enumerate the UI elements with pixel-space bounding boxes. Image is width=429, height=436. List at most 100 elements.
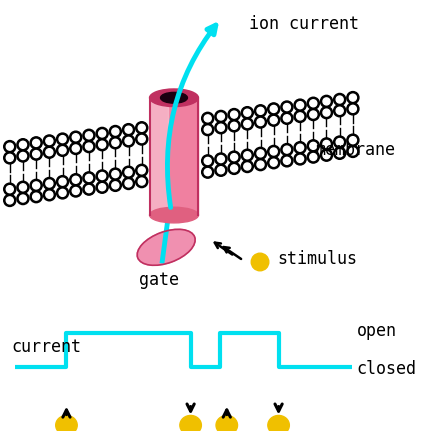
Circle shape [6,186,13,193]
Circle shape [284,115,290,122]
Circle shape [59,178,66,185]
Circle shape [6,197,13,204]
Circle shape [72,134,79,141]
Circle shape [19,141,27,148]
Circle shape [69,185,82,197]
Bar [150,98,168,215]
Circle shape [281,155,293,167]
Circle shape [307,97,319,109]
Circle shape [43,146,55,158]
Ellipse shape [150,207,199,223]
Circle shape [43,135,55,147]
Circle shape [57,176,69,188]
Circle shape [83,183,95,195]
Circle shape [254,159,266,170]
Circle shape [57,144,69,157]
Circle shape [320,138,332,150]
Circle shape [228,120,240,132]
Circle shape [254,116,266,128]
Circle shape [268,146,280,157]
Circle shape [270,159,277,166]
Circle shape [323,109,330,116]
Circle shape [69,174,82,186]
Circle shape [231,153,238,160]
Ellipse shape [56,416,77,435]
Circle shape [257,161,264,168]
Circle shape [99,173,106,180]
Circle shape [204,115,211,122]
Circle shape [72,145,79,152]
Circle shape [310,142,317,150]
Circle shape [284,157,290,164]
Circle shape [218,167,224,174]
Circle shape [310,100,317,107]
Circle shape [347,103,359,115]
Text: gate: gate [139,271,179,289]
Circle shape [109,168,121,180]
Circle shape [204,126,211,133]
Circle shape [138,167,145,174]
Circle shape [218,156,224,163]
Circle shape [281,101,293,113]
Circle shape [85,132,93,139]
Circle shape [231,111,238,118]
Circle shape [4,183,16,195]
Circle shape [112,170,119,177]
Circle shape [136,164,148,177]
Circle shape [33,193,40,200]
Circle shape [218,124,224,131]
Circle shape [19,195,27,202]
Ellipse shape [150,89,199,106]
Circle shape [336,96,343,103]
Circle shape [83,172,95,184]
Circle shape [96,170,108,182]
Circle shape [30,179,42,191]
Circle shape [123,177,135,190]
Circle shape [307,140,319,152]
Circle shape [17,139,29,151]
Circle shape [296,144,304,151]
Circle shape [257,119,264,126]
Circle shape [30,148,42,160]
Circle shape [46,149,53,156]
Circle shape [244,120,251,127]
Circle shape [231,122,238,129]
Circle shape [244,163,251,170]
Circle shape [138,124,145,131]
Circle shape [69,143,82,154]
Circle shape [99,184,106,191]
Circle shape [6,154,13,161]
Circle shape [268,103,280,115]
Circle shape [33,140,40,146]
Circle shape [96,181,108,193]
Circle shape [320,149,332,161]
Circle shape [268,157,280,169]
Circle shape [270,117,277,124]
Circle shape [202,155,214,167]
Circle shape [85,186,93,193]
Text: open: open [357,322,397,341]
Circle shape [336,139,343,146]
Circle shape [349,94,356,101]
Circle shape [296,113,304,120]
Circle shape [59,147,66,154]
Circle shape [46,191,53,198]
Circle shape [204,169,211,176]
Ellipse shape [137,229,195,266]
Circle shape [284,146,290,153]
Text: current: current [12,338,82,356]
Circle shape [202,112,214,124]
Circle shape [57,133,69,145]
Circle shape [109,126,121,138]
FancyArrowPatch shape [167,25,216,208]
Circle shape [296,102,304,109]
Circle shape [215,122,227,134]
Circle shape [83,140,95,153]
Circle shape [231,165,238,172]
Circle shape [310,153,317,160]
Ellipse shape [160,92,187,103]
Ellipse shape [268,416,289,435]
Circle shape [254,105,266,117]
Circle shape [268,114,280,126]
Circle shape [99,130,106,137]
